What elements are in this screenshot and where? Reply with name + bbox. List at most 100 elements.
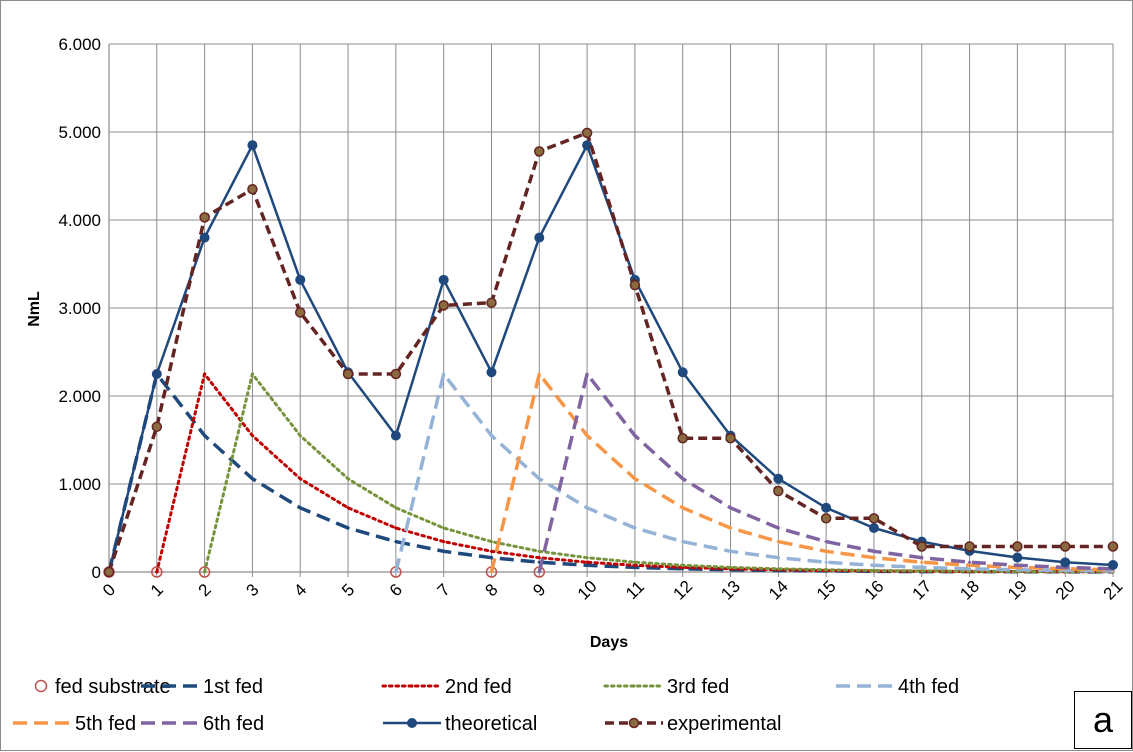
data-point-5th-fed: [776, 539, 781, 544]
data-point-experimental: [199, 212, 210, 223]
data-point-1st-fed: [202, 433, 207, 438]
legend-label: experimental: [667, 713, 782, 735]
legend-marker: [407, 718, 417, 728]
data-point-4th-fed: [871, 563, 876, 568]
data-point-experimental: [916, 541, 928, 552]
data-point-theoretical: [582, 140, 593, 151]
data-point-4th-fed: [441, 372, 446, 376]
data-point-experimental: [725, 432, 736, 444]
data-point-4th-fed: [632, 526, 637, 530]
data-point-1st-fed: [441, 549, 446, 554]
data-point-3rd-fed: [250, 372, 255, 376]
legend-marker: [628, 717, 640, 729]
legend-item-1st-fed: 1st fed: [141, 676, 263, 698]
x-axis-title: Days: [590, 634, 628, 651]
data-point-6th-fed: [824, 539, 829, 544]
data-point-2nd-fed: [632, 563, 637, 568]
data-point-experimental: [1012, 541, 1023, 552]
data-point-4th-fed: [537, 476, 542, 481]
data-point-2nd-fed: [202, 372, 207, 376]
data-point-experimental: [581, 127, 593, 139]
data-point-experimental: [438, 300, 449, 311]
data-point-5th-fed: [489, 570, 494, 574]
data-point-5th-fed: [680, 505, 685, 510]
x-tick-label: 12: [669, 577, 696, 604]
series-line-5th-fed: [489, 372, 1114, 573]
data-point-4th-fed: [728, 549, 733, 554]
data-point-2nd-fed: [441, 539, 446, 544]
data-point-experimental: [151, 421, 163, 433]
legend-label: 2nd fed: [445, 676, 512, 698]
legend-item-6th-fed: 6th fed: [141, 713, 264, 735]
data-point-theoretical: [438, 274, 449, 285]
legend-label: 4th fed: [898, 676, 959, 698]
data-point-1st-fed: [585, 563, 590, 568]
data-point-3rd-fed: [489, 539, 494, 544]
data-point-theoretical: [868, 523, 879, 533]
data-point-6th-fed: [680, 476, 685, 481]
data-point-theoretical: [821, 502, 832, 513]
x-tick-label: 3: [242, 580, 262, 600]
y-axis-title: NmL: [26, 291, 43, 327]
legend-item-theoretical: theoretical: [383, 713, 537, 735]
data-point-5th-fed: [585, 433, 590, 438]
data-point-3rd-fed: [680, 563, 685, 568]
data-point-3rd-fed: [537, 549, 542, 554]
data-point-3rd-fed: [393, 505, 398, 510]
data-point-experimental: [868, 513, 880, 524]
data-point-experimental: [964, 541, 975, 552]
grid: [108, 43, 1114, 573]
data-point-4th-fed: [967, 566, 972, 571]
data-point-6th-fed: [585, 372, 590, 376]
legend-label: 6th fed: [203, 713, 264, 735]
x-tick-label: 10: [574, 577, 601, 604]
data-point-theoretical: [295, 274, 306, 285]
series-line-4th-fed: [394, 372, 1114, 573]
legend-item-fed-substrate: fed substrate: [34, 676, 171, 698]
legend-item-experimental: experimental: [605, 713, 782, 735]
data-point-4th-fed: [489, 433, 494, 438]
data-point-experimental: [486, 297, 497, 308]
data-point-fed-substrate: [151, 566, 163, 578]
legend-item-3rd-fed: 3rd fed: [603, 676, 729, 698]
x-tick-label: 2: [195, 580, 215, 600]
data-point-2nd-fed: [489, 549, 494, 554]
data-point-1st-fed: [298, 505, 303, 510]
legend-label: theoretical: [445, 713, 537, 735]
data-point-3rd-fed: [298, 433, 303, 438]
y-tick-label: 3.000: [58, 299, 101, 318]
data-point-5th-fed: [871, 555, 876, 560]
data-point-theoretical: [199, 232, 210, 243]
data-point-5th-fed: [632, 476, 637, 481]
data-point-4th-fed: [776, 555, 781, 560]
legend-item-2nd-fed: 2nd fed: [381, 676, 512, 698]
legend-marker: [168, 684, 172, 688]
x-tick-label: 20: [1052, 577, 1079, 604]
legend-item-5th-fed: 5th fed: [13, 713, 136, 735]
data-point-6th-fed: [632, 433, 637, 438]
data-point-2nd-fed: [154, 570, 159, 574]
data-point-theoretical: [1012, 552, 1023, 563]
data-point-2nd-fed: [250, 433, 255, 438]
y-tick-label: 4.000: [58, 211, 101, 230]
data-point-2nd-fed: [585, 560, 590, 565]
data-point-4th-fed: [919, 565, 924, 570]
data-point-6th-fed: [728, 505, 733, 510]
data-point-fed-substrate: [198, 566, 211, 578]
data-point-experimental: [820, 513, 832, 524]
data-point-experimental: [534, 146, 545, 157]
legend-swatch: [34, 679, 48, 693]
data-point-4th-fed: [393, 570, 398, 574]
data-point-5th-fed: [919, 560, 924, 565]
data-point-6th-fed: [871, 549, 876, 554]
series-line-3rd-fed: [203, 372, 1115, 574]
data-point-5th-fed: [728, 526, 733, 530]
legend-marker: [632, 684, 636, 688]
data-point-theoretical: [1060, 557, 1071, 568]
data-point-4th-fed: [824, 560, 829, 565]
data-point-experimental: [294, 307, 306, 318]
legend-marker: [410, 684, 414, 688]
x-tick-label: 14: [765, 577, 792, 604]
legend-item-4th-fed: 4th fed: [836, 676, 959, 698]
